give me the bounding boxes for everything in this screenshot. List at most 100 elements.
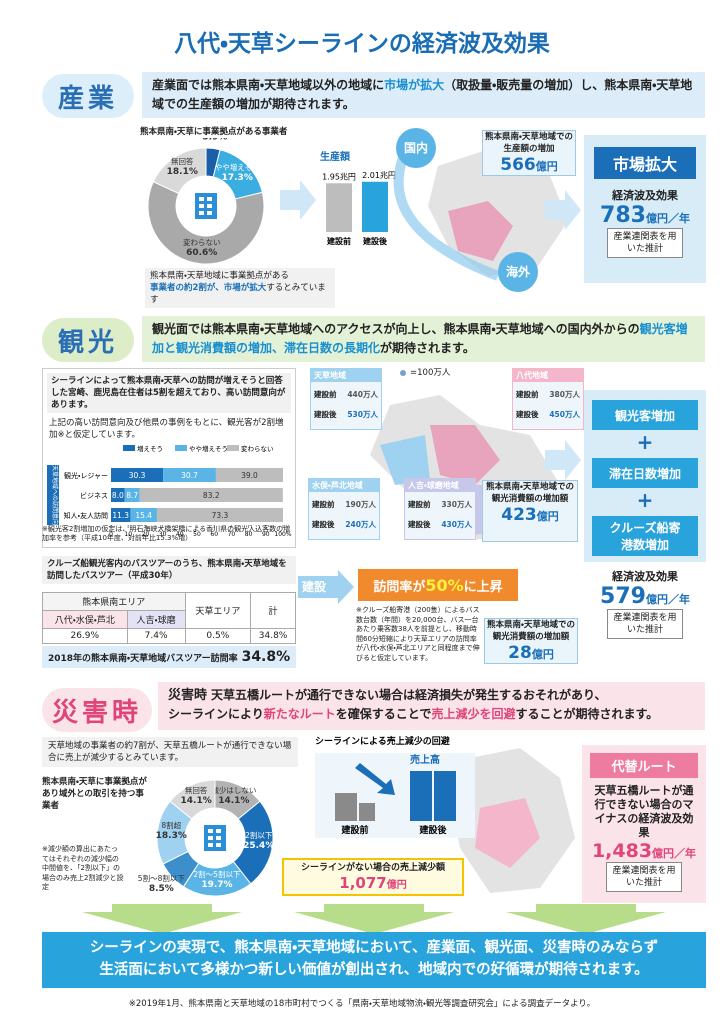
building-window [216,843,221,847]
lead-highlight: 売上減少を回避 [431,707,516,721]
lead-highlight: 市場が拡大 [384,78,445,92]
row-value: 190万人 [345,500,376,509]
table-cell: 34.8% [250,628,296,644]
lead-line: シーラインにより新たなルートを確保することで売上減少を回避することが期待されます… [168,705,695,724]
row-value: 240万人 [345,520,376,529]
building-window [199,197,204,201]
x-tick-label: 100% [274,531,291,538]
map-arrow [393,143,500,281]
summary-value: 34.8% [241,649,291,665]
effect-item: クルーズ船寄港数増加 [592,516,698,556]
donut-note: 熊本県南・天草地域に事業拠点がある 事業者の約2割が、市場が拡大するとみています [145,268,335,308]
lead-text: シーラインにより [168,707,264,721]
bar [362,181,388,232]
map-region [448,201,513,261]
building-window [216,836,221,840]
increase-label: 熊本県南・天草地域での生産額の増加 [485,132,573,154]
bar-value: 73.3 [212,511,229,520]
effect-item: 滞在日数増加 [592,458,698,488]
bar-shape [410,771,432,821]
region-name: 八代地域 [513,369,583,382]
legend-label: 変わらない [241,444,274,453]
table-group: 熊本県南エリア [42,592,186,611]
legend-swatch [123,445,135,451]
row-value: 330万人 [441,500,472,509]
increase-box: 熊本県南・天草地域での生産額の増加 566億円 [482,130,576,176]
plus-sign: + [636,430,654,454]
row-value: 430万人 [441,520,472,529]
result-label: 天草五橋ルートが通行できない場合のマイナスの経済波及効果 [594,784,694,839]
chart-title: シーラインによる売上減少の回避 [315,735,451,747]
x-tick-label: 70 [228,531,236,538]
bar-value: 2.01兆円 [362,170,396,180]
arrow-shape [355,763,395,795]
segment-label: 変わらない [183,237,221,247]
segment-label: 8割超 [161,820,181,830]
x-tick-label: 建設前 [340,824,368,836]
table-header: 天草エリア [184,592,252,629]
arrow-shape [506,904,666,934]
bar-value: 30.3 [129,471,146,480]
cruise-note: ※クルーズ船寄港（200隻）によるバス数台数（年間）を20,000台、バス一台あ… [356,606,480,662]
segment-value: 17.3% [222,173,253,183]
result-label: 経済波及効果 [612,189,678,202]
row-value: 530万人 [347,410,378,419]
result-unit: 億円／年 [652,847,697,860]
legend-swatch [227,445,239,451]
conclusion: シーラインの実現で、熊本県南・天草地域において、産業面、観光面、災害時のみならず… [42,932,706,988]
donut-title: 熊本県南・天草に事業拠点がある事業者 [140,127,288,137]
bar-value: 8.7 [126,491,138,500]
survey-panel: シーラインによって熊本県南・天草への訪問が増えそうと回答した宮崎、鹿児島在住者は… [42,368,296,548]
map-label: 国内 [404,140,428,155]
row-label: 建設後 [516,410,539,419]
row-label: 建設前 [312,500,335,509]
y-tick-label: 知人・友人訪問 [64,511,108,520]
arrow [545,190,581,230]
y-tick-label: 観光・レジャー [64,471,108,480]
conclusion-line: 生活面において多様かつ新しい価値が創出され、地域内での好循環が期待されます。 [99,962,649,978]
footnote: ※2019年1月、熊本県南と天草地域の18市町村でつくる「県南・天草地域物流・観… [128,999,596,1009]
arrow-shape [294,904,454,934]
region-name: 人吉・球磨地域 [405,479,475,492]
down-arrows [82,904,666,934]
building-window [208,836,213,840]
rise-value: 50% [425,575,464,595]
table-cell: 26.9% [42,628,128,644]
x-tick-label: 20 [142,531,150,538]
legend-label: やや増えそう [189,444,228,453]
building-window [216,829,221,833]
lead-text: することが期待されます。 [515,707,659,721]
table-header: 八代・水俣・芦北 [42,610,128,629]
segment-label: 無回答 [171,156,194,166]
construction-label: 建設 [302,580,327,594]
x-tick-label: 建設後 [418,824,447,836]
segment-value: 18.3% [156,831,187,841]
result-box: 代替ルート 天草五橋ルートが通行できない場合のマイナスの経済波及効果 1,483… [582,745,706,903]
donut-segment [152,147,207,195]
map: 国内 海外 [393,128,568,292]
segment-value: 25.4% [243,841,274,851]
axis-title-bg [47,465,59,525]
arrow-shape [545,440,581,480]
building-window [208,829,213,833]
building-window [207,211,212,215]
increase-unit: 億円 [536,510,559,523]
building-window [207,204,212,208]
donut-title: 熊本県南・天草に事業拠点があり域外との取引を持つ事業者 [42,777,147,811]
arrow-shape [280,180,316,220]
bar-segment [215,468,283,482]
lead-text: 産業面では熊本県南・天草地域以外の地域に [152,78,385,92]
result-amount: 783 [600,203,646,228]
loss-unit: 億円 [386,880,407,891]
increase-amount: 28 [508,643,532,663]
increase-label: 熊本県南・天草地域での観光消費額の増加額 [486,482,574,504]
increase-box: 熊本県南・天草地域での観光消費額の増加額 423億円 [482,480,578,542]
x-tick-label: 40 [176,531,184,538]
page-title: 八代・天草シーラインの経済波及効果 [174,31,550,57]
survey-text: 天草地域の事業者の約7割が、天草五橋ルートが通行できない場合に売上が減少するとみ… [42,737,298,767]
row-label: 建設前 [516,390,539,399]
result-heading: 市場拡大 [594,147,696,179]
loss-amount: 1,077 [339,874,387,892]
increase-unit: 億円 [531,648,554,661]
